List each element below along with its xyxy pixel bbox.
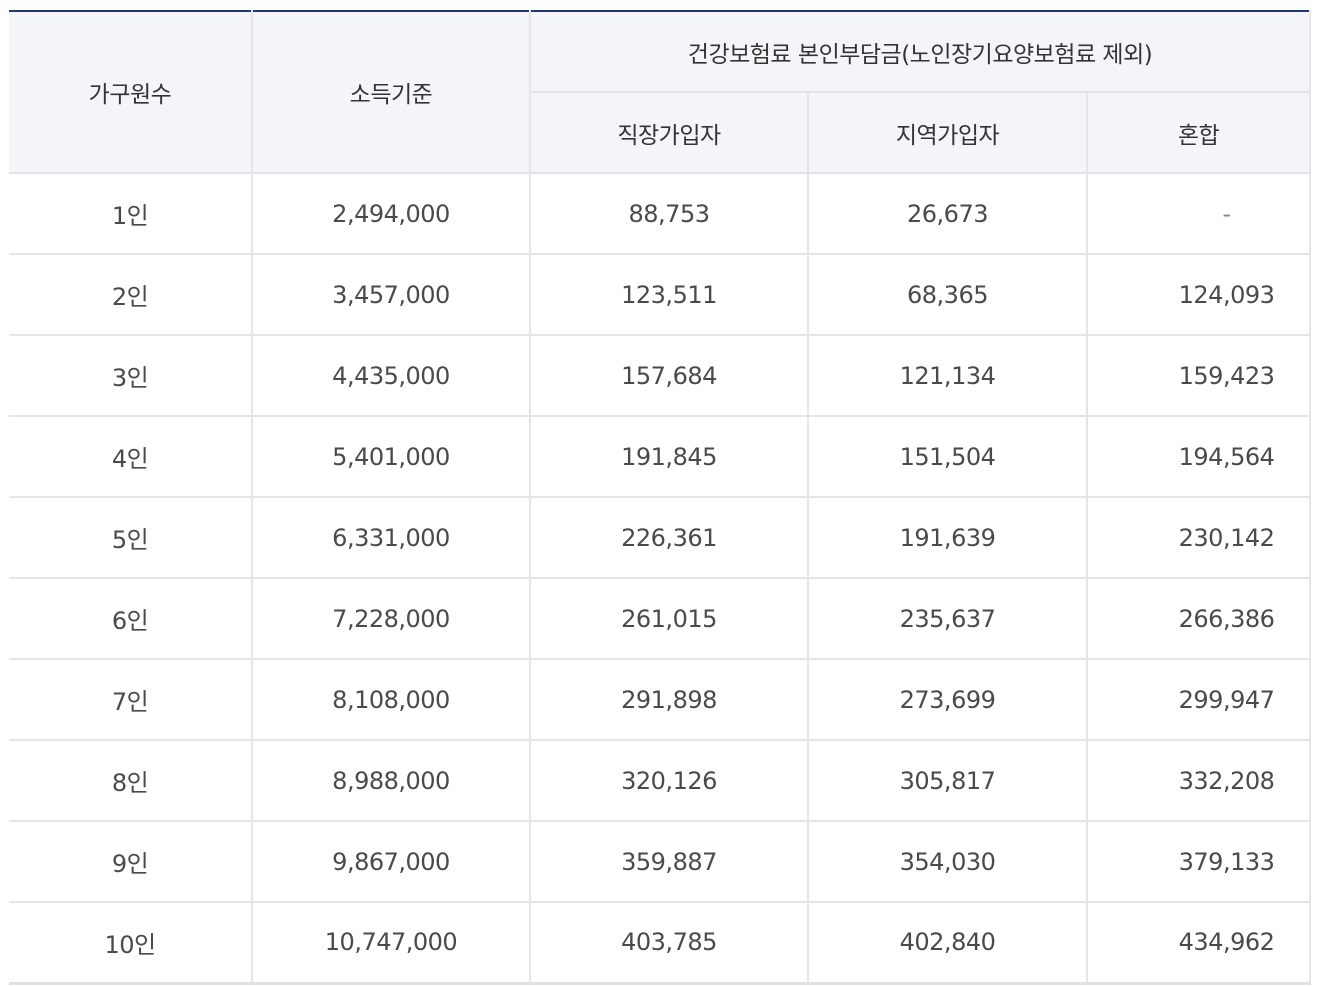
cell-income: 10,747,000	[251, 902, 531, 983]
header-household: 가구원수	[9, 11, 253, 174]
cell-employee: 191,845	[529, 416, 809, 498]
table-row: 9인 9,867,000 359,887 354,030 379,133	[9, 821, 1312, 903]
table-row: 1인 2,494,000 88,753 26,673 -	[9, 173, 1312, 255]
cell-employee: 359,887	[529, 821, 809, 903]
table-row: 7인 8,108,000 291,898 273,699 299,947	[9, 659, 1312, 741]
header-group-premium: 건강보험료 본인부담금(노인장기요양보험료 제외)	[528, 11, 1312, 93]
cell-employee: 226,361	[529, 497, 809, 579]
table-row: 4인 5,401,000 191,845 151,504 194,564	[9, 416, 1312, 498]
table-container: 가구원수 소득기준 건강보험료 본인부담금(노인장기요양보험료 제외) 직장가입…	[9, 10, 1312, 985]
cell-employee: 123,511	[529, 254, 809, 336]
cell-income: 8,108,000	[251, 659, 531, 741]
table-header: 가구원수 소득기준 건강보험료 본인부담금(노인장기요양보험료 제외) 직장가입…	[9, 11, 1312, 174]
header-employee: 직장가입자	[530, 92, 809, 174]
cell-mixed: 266,386	[1085, 578, 1312, 660]
cell-household: 10인	[9, 902, 253, 983]
table-row: 10인 10,747,000 403,785 402,840 434,962	[9, 902, 1312, 983]
cell-mixed: 159,423	[1085, 335, 1312, 417]
cell-regional: 26,673	[807, 173, 1088, 255]
cell-mixed: 194,564	[1085, 416, 1312, 498]
cell-employee: 157,684	[529, 335, 809, 417]
cell-household: 8인	[9, 740, 253, 822]
cell-household: 6인	[9, 578, 253, 660]
cell-employee: 291,898	[529, 659, 809, 741]
cell-mixed: 124,093	[1085, 254, 1312, 336]
cell-mixed: -	[1085, 173, 1312, 255]
cell-household: 7인	[9, 659, 253, 741]
table-row: 2인 3,457,000 123,511 68,365 124,093	[9, 254, 1312, 336]
cell-household: 5인	[9, 497, 253, 579]
cell-regional: 68,365	[807, 254, 1088, 336]
cell-mixed: 379,133	[1085, 821, 1312, 903]
table-body: 1인 2,494,000 88,753 26,673 - 2인 3,457,00…	[9, 173, 1312, 983]
cell-mixed: 299,947	[1085, 659, 1312, 741]
table-row: 6인 7,228,000 261,015 235,637 266,386	[9, 578, 1312, 660]
cell-household: 9인	[9, 821, 253, 903]
cell-regional: 273,699	[807, 659, 1088, 741]
cell-regional: 191,639	[807, 497, 1088, 579]
cell-mixed: 230,142	[1085, 497, 1312, 579]
cell-mixed: 332,208	[1085, 740, 1312, 822]
cell-mixed: 434,962	[1085, 902, 1312, 983]
cell-employee: 88,753	[529, 173, 809, 255]
cell-regional: 402,840	[807, 902, 1088, 983]
cell-employee: 403,785	[529, 902, 809, 983]
cell-income: 4,435,000	[251, 335, 531, 417]
cell-employee: 261,015	[529, 578, 809, 660]
cell-household: 4인	[9, 416, 253, 498]
cell-income: 7,228,000	[251, 578, 531, 660]
cell-income: 6,331,000	[251, 497, 531, 579]
cell-household: 2인	[9, 254, 253, 336]
cell-regional: 354,030	[807, 821, 1088, 903]
cell-income: 8,988,000	[251, 740, 531, 822]
insurance-income-table: 가구원수 소득기준 건강보험료 본인부담금(노인장기요양보험료 제외) 직장가입…	[9, 10, 1312, 985]
cell-income: 3,457,000	[251, 254, 531, 336]
table-row: 5인 6,331,000 226,361 191,639 230,142	[9, 497, 1312, 579]
cell-regional: 151,504	[807, 416, 1088, 498]
header-mixed: 혼합	[1085, 92, 1312, 174]
cell-household: 1인	[9, 173, 253, 255]
header-regional: 지역가입자	[807, 92, 1088, 174]
table-row: 8인 8,988,000 320,126 305,817 332,208	[9, 740, 1312, 822]
cell-employee: 320,126	[529, 740, 809, 822]
cell-regional: 235,637	[807, 578, 1088, 660]
header-income: 소득기준	[251, 11, 531, 174]
cell-regional: 305,817	[807, 740, 1088, 822]
cell-income: 2,494,000	[251, 173, 531, 255]
cell-income: 9,867,000	[251, 821, 531, 903]
cell-household: 3인	[9, 335, 253, 417]
table-row: 3인 4,435,000 157,684 121,134 159,423	[9, 335, 1312, 417]
cell-income: 5,401,000	[251, 416, 531, 498]
cell-regional: 121,134	[807, 335, 1088, 417]
